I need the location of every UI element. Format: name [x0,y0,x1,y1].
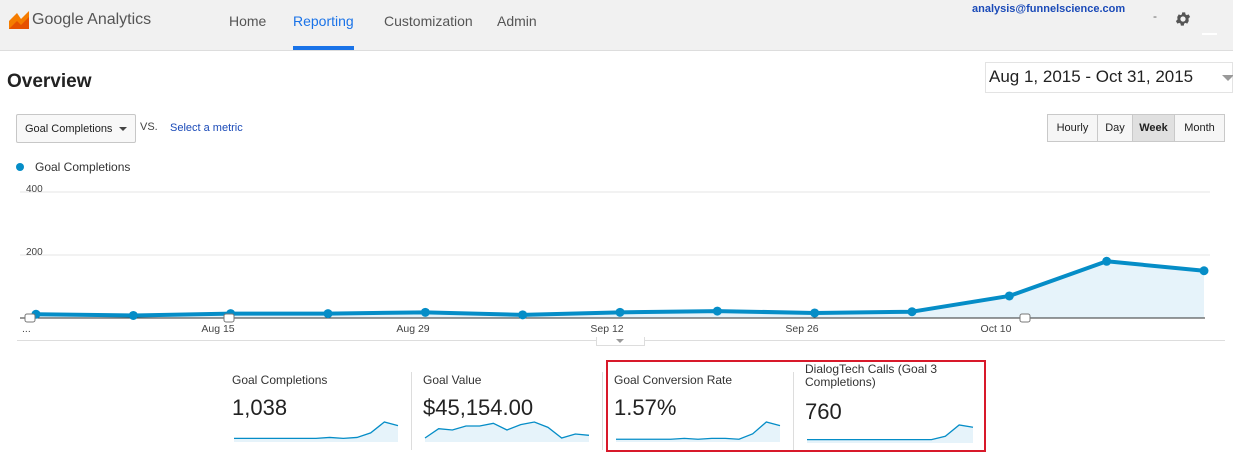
metric-select-value: Goal Completions [25,123,113,135]
legend-label: Goal Completions [35,160,131,174]
scorecard-goal-completions[interactable]: Goal Completions 1,038 [232,368,402,448]
data-point [518,310,528,320]
scorecard-label: DialogTech Calls (Goal 3 Completions) [805,362,938,389]
scorecard-goal-value[interactable]: Goal Value $45,154.00 [423,368,593,448]
day-button[interactable]: Day [1097,114,1133,142]
data-point [323,309,333,319]
scorecard-goal-conversion-rate[interactable]: Goal Conversion Rate 1.57% [614,368,784,448]
scorecard-value: 760 [805,399,842,424]
data-point [615,307,625,317]
month-button[interactable]: Month [1174,114,1225,142]
series-area [36,261,1204,318]
chevron-down-icon [1222,75,1233,81]
data-point [1102,256,1112,266]
sparkline-line [616,421,781,440]
data-point [1199,266,1209,276]
scorecard-value: 1,038 [232,395,288,420]
caret-down-icon [119,127,127,131]
page-title: Overview [7,71,92,92]
data-point [907,307,917,317]
x-tick-label: Sep 26 [785,323,818,335]
data-point [420,307,430,317]
account-separator: - [1153,9,1157,23]
sparkline-line [424,421,590,439]
card-divider [411,372,412,450]
y-tick-label: 400 [26,184,43,195]
top-bar: Google Analytics Home Reporting Customiz… [0,0,1233,51]
y-tick-label: 200 [26,247,43,258]
scorecard-label: Goal Conversion Rate [614,373,733,387]
sparkline [616,421,781,442]
data-point [810,308,820,318]
data-point [712,306,722,316]
legend-dot [16,163,24,171]
active-nav-underline [293,46,354,50]
x-tick-label: Aug 29 [396,323,429,335]
scorecard-label: Goal Completions [232,373,328,387]
select-metric-link[interactable]: Select a metric [170,122,243,134]
annotation-marker-icon [24,313,36,323]
account-email[interactable]: analysis@funnelscience.com [972,3,1126,15]
sparkline [807,424,974,443]
vs-label: VS. [140,121,158,133]
date-range-text: Aug 1, 2015 - Oct 31, 2015 [989,67,1194,86]
scorecard-label: Goal Value [423,373,482,387]
annotation-marker-icon [1019,313,1031,323]
metric-select[interactable]: Goal Completions [16,114,136,143]
nav-admin[interactable]: Admin [497,13,537,29]
x-tick-label: Oct 10 [981,323,1012,335]
sparkline [234,421,399,442]
hourly-button[interactable]: Hourly [1047,114,1098,142]
sparkline-line [807,424,974,441]
scorecard-dialogtech-calls[interactable]: DialogTech Calls (Goal 3 Completions) 76… [805,361,977,443]
x-tick-label: Aug 15 [201,323,234,335]
sparkline-area [616,422,780,442]
sparkline-line [234,421,399,440]
data-point [128,310,138,320]
collapse-arrow-icon [616,339,624,343]
collapse-toggle[interactable] [596,337,645,346]
scorecard-value: 1.57% [614,395,677,420]
x-tick-label: Sep 12 [590,323,623,335]
analytics-logo-icon [9,11,29,29]
x-tick-label: ... [22,323,31,335]
sparkline [424,421,590,442]
week-button[interactable]: Week [1132,114,1175,142]
nav-home[interactable]: Home [229,13,267,29]
scorecard-value: $45,154.00 [423,395,534,420]
sparkline-area [425,422,589,442]
date-range-picker[interactable]: Aug 1, 2015 - Oct 31, 2015 [985,62,1233,93]
annotation-marker-icon [223,313,235,323]
nav-reporting[interactable]: Reporting [293,13,354,29]
menu-indicator [1202,33,1217,35]
gear-icon[interactable] [1174,10,1192,28]
brand-name[interactable]: Google Analytics [32,11,152,28]
goal-completions-chart[interactable]: 400 200... Aug 15 Aug 29 Sep 12 Sep 26 Oct 10 [0,180,1233,340]
data-point [1004,291,1014,301]
sparkline-area [234,422,398,442]
nav-customization[interactable]: Customization [384,13,473,29]
highlight-box [606,360,986,452]
card-divider [602,372,603,450]
card-divider [793,372,794,450]
sparkline-area [807,425,973,443]
